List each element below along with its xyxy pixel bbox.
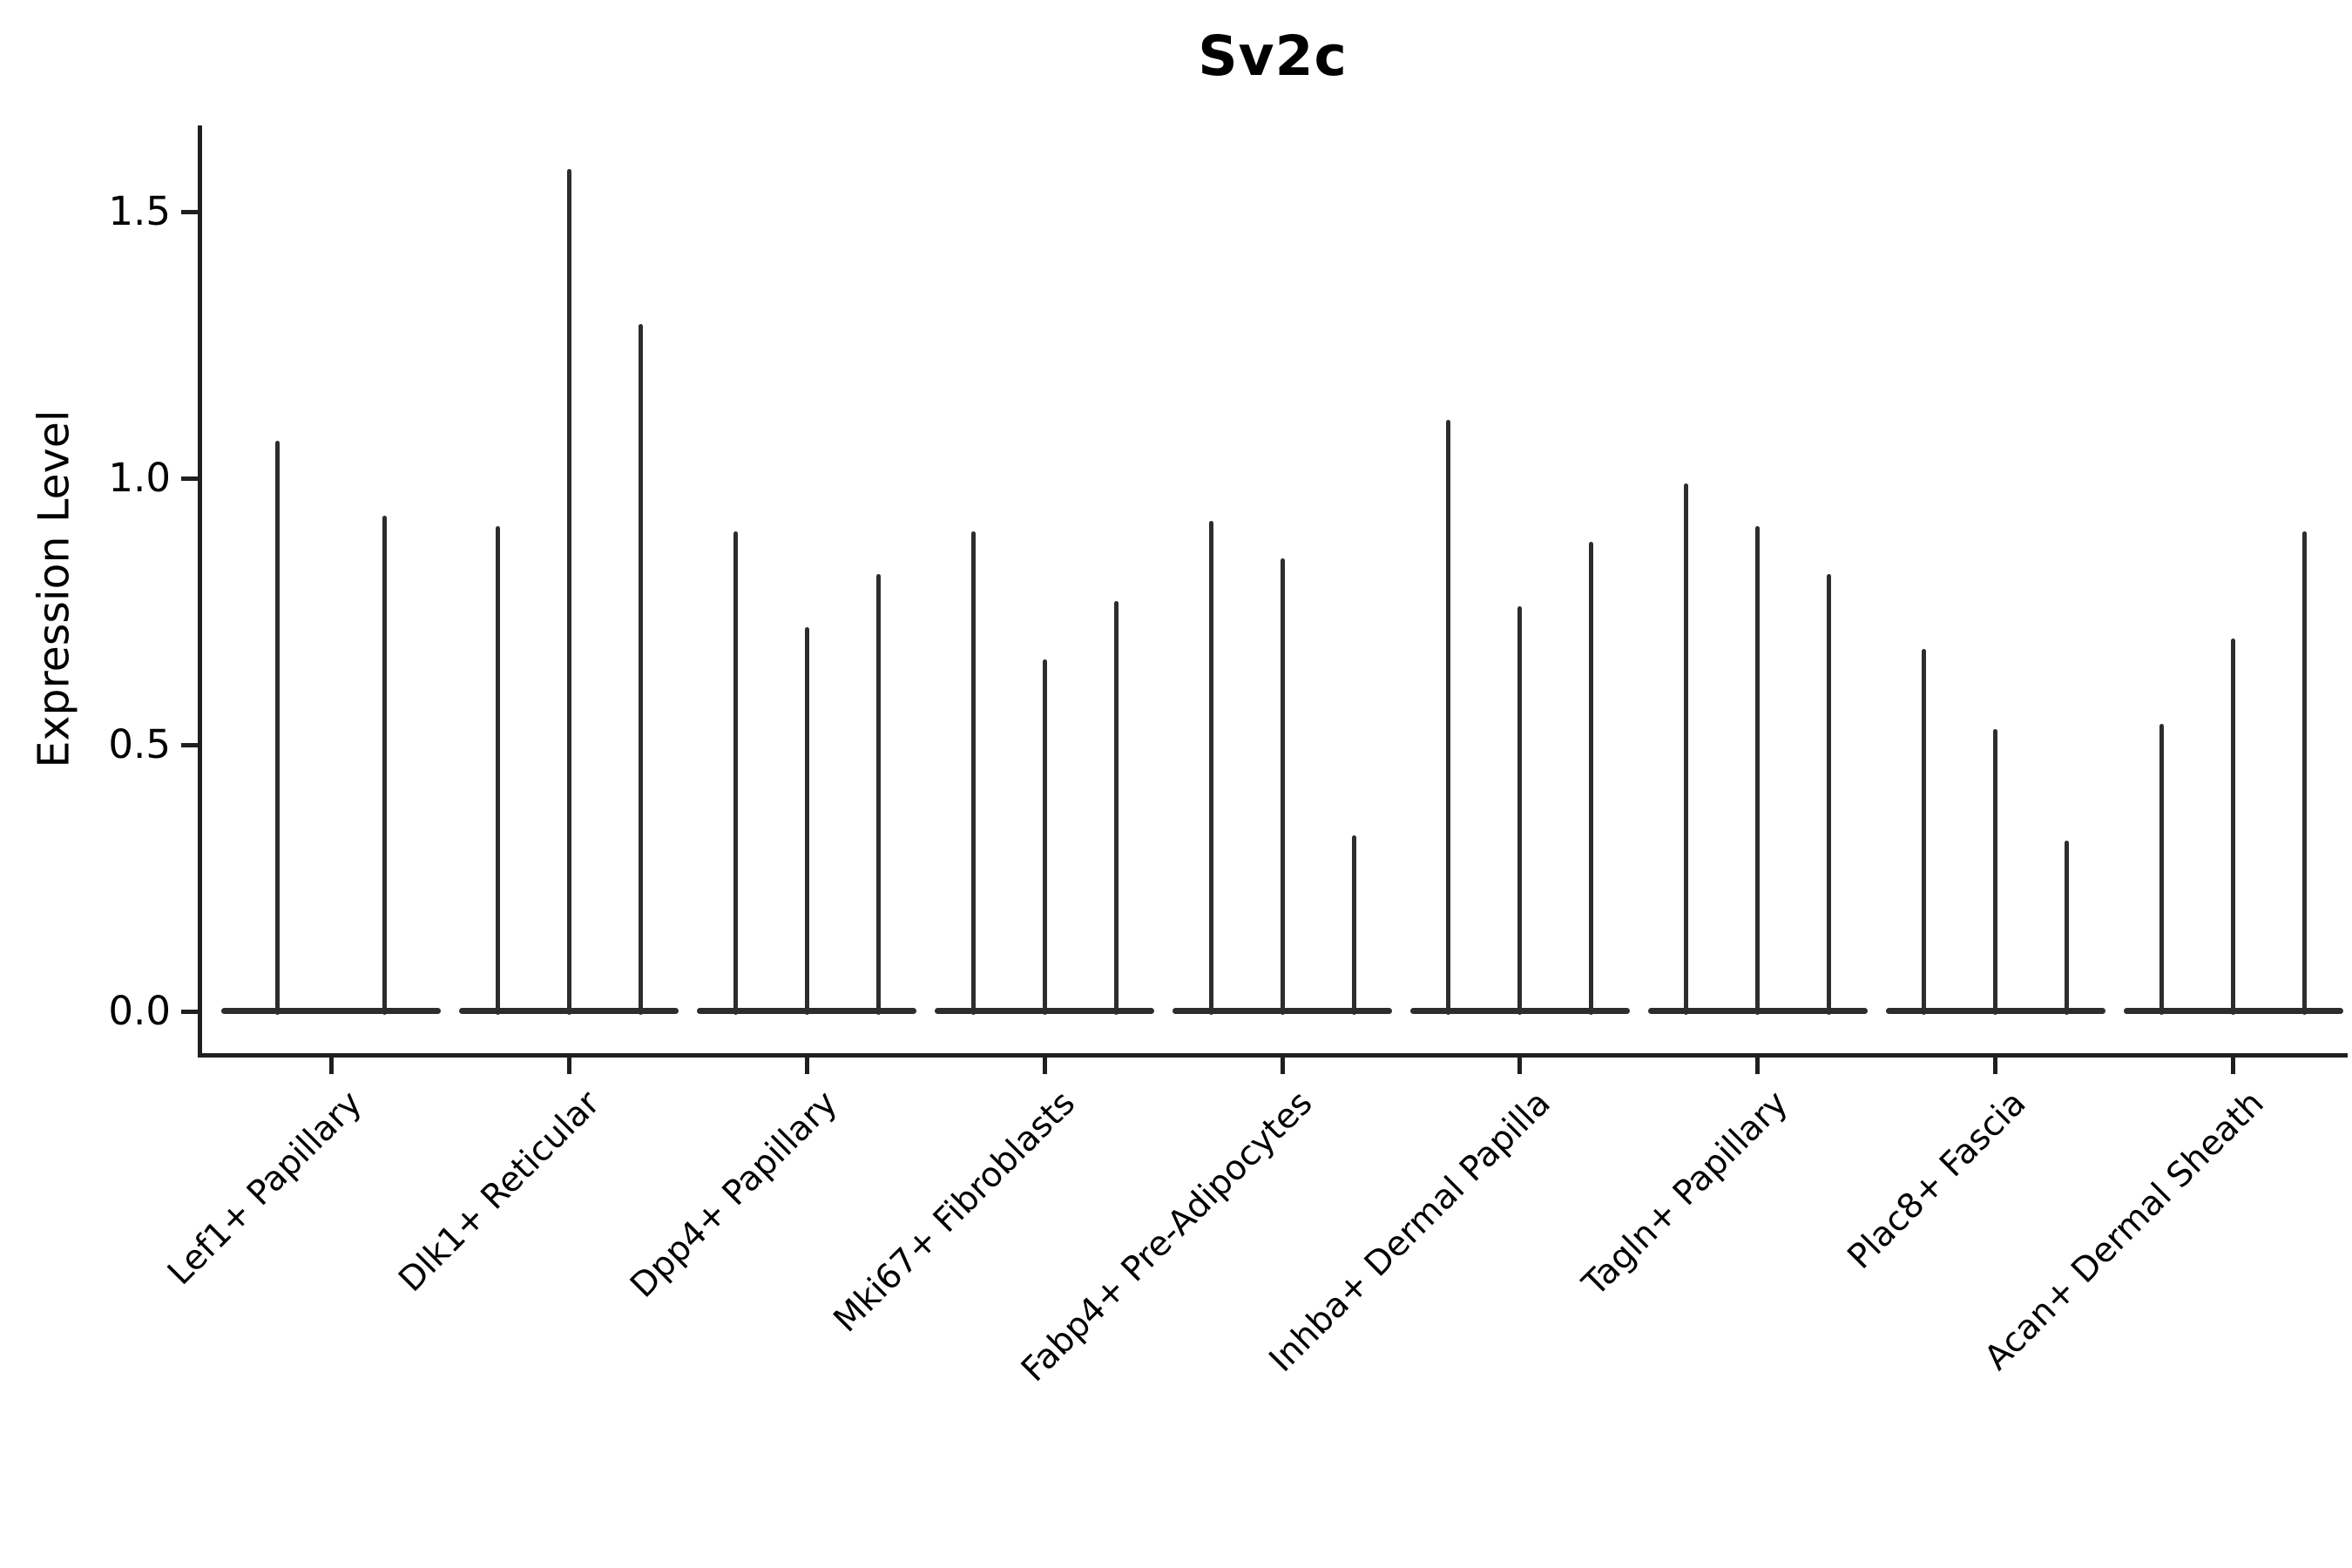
violin-spike: [1517, 605, 1523, 1015]
x-tick-label: Plac8+ Fascia: [1840, 1083, 2034, 1277]
x-tick-label: Acan+ Dermal Sheath: [1977, 1083, 2272, 1378]
y-axis-spine: [198, 125, 202, 1058]
violin-spike: [2302, 531, 2308, 1015]
chart-title: Sv2c: [1198, 24, 1348, 88]
violin-spike: [382, 515, 388, 1015]
violin-spike: [2231, 638, 2236, 1015]
violin-spike: [638, 323, 643, 1015]
x-tick-mark: [1517, 1058, 1523, 1074]
violin-spike: [1755, 526, 1761, 1015]
x-tick-label: Lef1+ Papillary: [160, 1083, 370, 1294]
x-tick-label: Mki67+ Fibroblasts: [826, 1083, 1083, 1341]
y-tick-mark: [181, 476, 198, 481]
x-tick-mark: [804, 1058, 809, 1074]
violin-spike: [1280, 558, 1285, 1015]
violin-spike: [1922, 648, 1927, 1015]
violin-spike: [1589, 542, 1594, 1015]
violin-spike: [566, 169, 571, 1015]
x-tick-label: Inhba+ Dermal Papilla: [1261, 1083, 1558, 1380]
violin-spike: [875, 574, 881, 1015]
violin-spike: [2065, 841, 2070, 1015]
violin-spike: [495, 526, 500, 1015]
x-tick-label: Tagln+ Papillary: [1575, 1083, 1796, 1304]
x-tick-mark: [1755, 1058, 1761, 1074]
x-tick-mark: [1280, 1058, 1285, 1074]
y-tick-mark: [181, 210, 198, 214]
violin-spike: [1351, 835, 1356, 1015]
x-tick-mark: [1042, 1058, 1047, 1074]
y-tick-label: 1.5: [108, 188, 171, 234]
y-tick-label: 1.0: [108, 455, 171, 501]
x-tick-label: Dlk1+ Reticular: [391, 1083, 608, 1300]
violin-spike: [804, 627, 809, 1015]
violin-spike: [1113, 600, 1119, 1015]
violin-spike: [1208, 520, 1213, 1015]
violin-spike: [970, 531, 976, 1015]
x-tick-mark: [2231, 1058, 2236, 1074]
violin-spike: [1993, 728, 1998, 1015]
y-tick-mark: [181, 1010, 198, 1014]
violin-base: [221, 1008, 442, 1014]
y-tick-label: 0.5: [108, 721, 171, 767]
violin-spike: [1042, 659, 1047, 1015]
violin-spike: [2159, 723, 2165, 1015]
x-tick-label: Dpp4+ Papillary: [623, 1083, 845, 1306]
violin-spike: [275, 441, 280, 1015]
x-axis-spine: [198, 1053, 2348, 1058]
violin-spike: [1684, 483, 1689, 1015]
x-tick-mark: [1993, 1058, 1998, 1074]
y-tick-label: 0.0: [108, 988, 171, 1034]
x-tick-mark: [328, 1058, 334, 1074]
violin-spike: [1446, 419, 1451, 1015]
violin-spike: [1827, 574, 1832, 1015]
x-tick-mark: [566, 1058, 571, 1074]
violin-spike: [733, 531, 738, 1015]
y-tick-mark: [181, 743, 198, 747]
